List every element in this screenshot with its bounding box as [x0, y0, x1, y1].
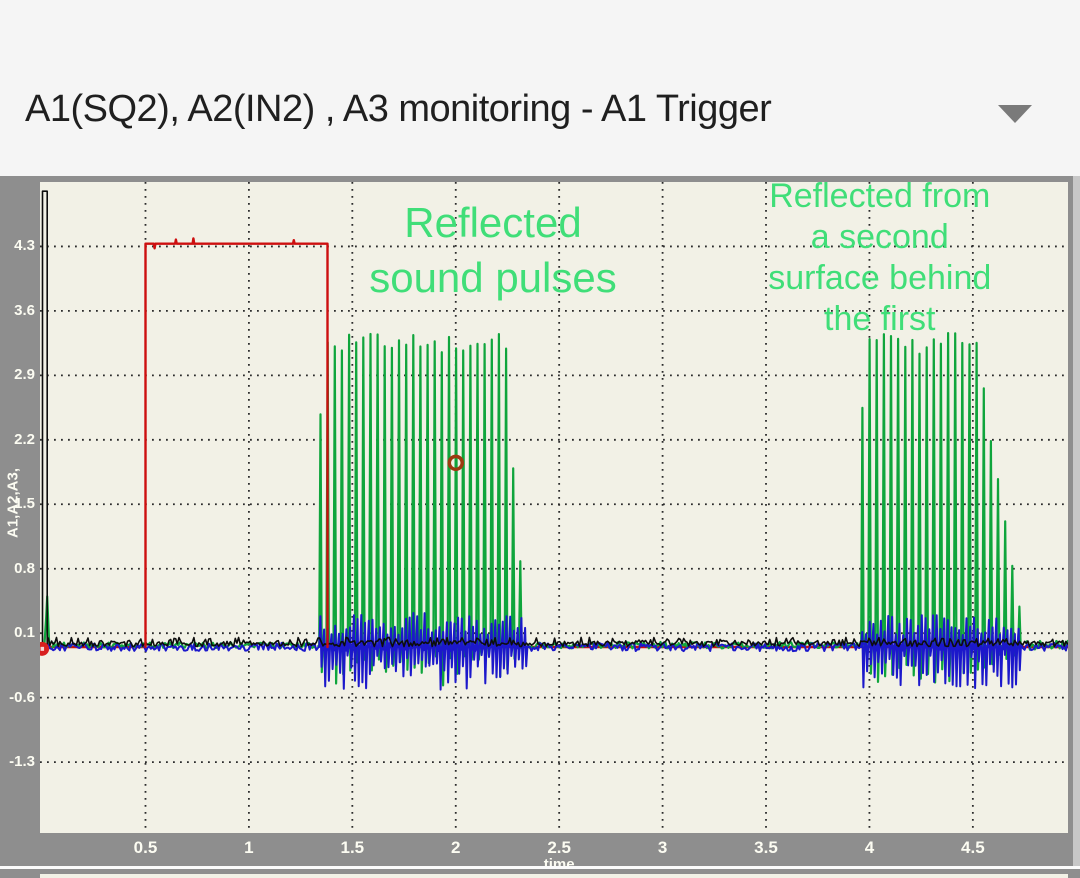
trigger-marker-glyph [40, 646, 45, 651]
x-tick-label: 2.5 [547, 838, 571, 857]
annotation-line: sound pulses [369, 254, 617, 301]
page-title: A1(SQ2), A2(IN2) , A3 monitoring - A1 Tr… [25, 88, 772, 130]
panel-right-strip [1073, 176, 1080, 866]
x-tick-label: 3 [657, 838, 668, 857]
y-tick-label: 0.1 [14, 624, 35, 642]
y-tick-label: 2.2 [14, 430, 35, 448]
chart-selector-spinner[interactable]: A1(SQ2), A2(IN2) , A3 monitoring - A1 Tr… [0, 0, 1080, 176]
y-tick-label: 0.8 [14, 559, 35, 577]
x-tick-label: 4 [864, 838, 875, 857]
x-tick-label: 0.5 [133, 838, 158, 857]
trace-a1-initial-transient [47, 636, 1068, 648]
annotation-reflected-pulses: Reflected sound pulses [369, 195, 617, 305]
header: A1(SQ2), A2(IN2) , A3 monitoring - A1 Tr… [0, 0, 1080, 176]
annotation-line: the first [824, 300, 936, 339]
cursor-marker[interactable] [447, 454, 465, 472]
next-chart-plot-sliver [40, 874, 1068, 878]
annotation-line: a second [810, 218, 949, 257]
y-tick-label: -0.6 [9, 688, 35, 706]
y-tick-label: 2.9 [14, 366, 35, 384]
x-tick-label: 1.5 [340, 838, 365, 857]
annotation-line: Reflected [404, 199, 582, 246]
annotation-line: Reflected from [769, 177, 991, 216]
annotation-second-surface: Reflected from a second surface behind the … [768, 176, 991, 340]
plot-area[interactable]: Reflected sound pulses Reflected from a sec… [40, 177, 1068, 833]
panel-divider [0, 866, 1080, 869]
x-tick-label: 3.5 [754, 838, 778, 857]
trace-a3-monitoring [860, 614, 1022, 690]
y-tick-label: -1.3 [9, 753, 35, 771]
x-tick-label: 4.5 [961, 838, 985, 857]
trace-a3-monitoring [318, 612, 529, 691]
x-tick-label: 1 [244, 838, 254, 857]
y-tick-label: 1.5 [14, 495, 35, 513]
next-chart-sliver [0, 869, 1080, 878]
annotation-line: surface behind [768, 259, 992, 298]
trigger-marker[interactable] [40, 641, 50, 656]
y-tick-label: 4.3 [14, 237, 35, 255]
dropdown-caret-icon[interactable] [998, 105, 1032, 123]
oscilloscope-chart-panel: A1,A2,A3, Reflected sound pulses Reflected… [0, 176, 1080, 873]
x-tick-label: 2 [451, 838, 461, 857]
waveform-svg [40, 182, 1068, 833]
trace-a1-square-trigger-pulse-sq2- [144, 237, 329, 649]
y-tick-label: 3.6 [14, 301, 35, 319]
trace-a1-initial-transient [41, 190, 48, 645]
